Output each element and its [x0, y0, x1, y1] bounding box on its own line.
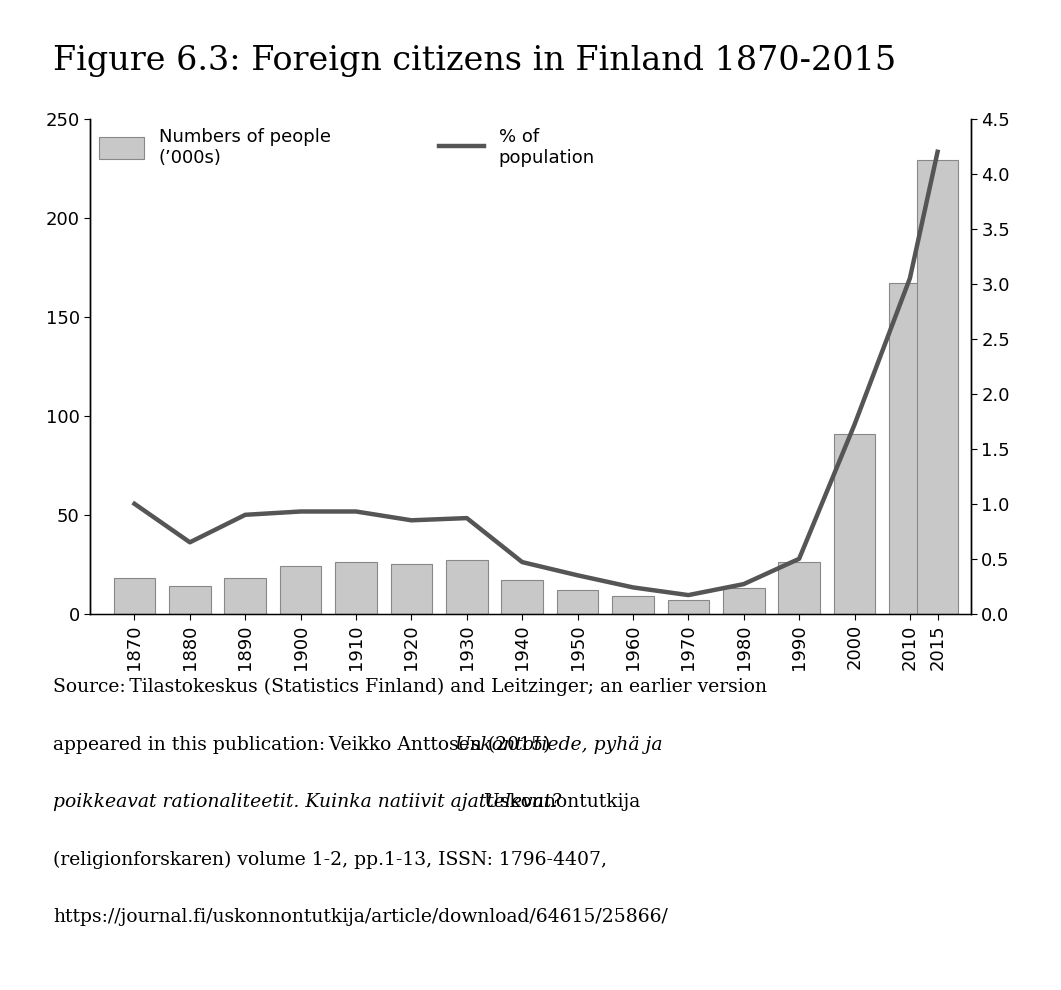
Bar	[667, 600, 709, 614]
Text: Uskonnontutkija: Uskonnontutkija	[477, 793, 640, 811]
Bar	[169, 586, 211, 614]
Bar	[834, 434, 875, 614]
Bar	[446, 560, 488, 614]
Text: (religionforskaren) volume 1-2, pp.1-13, ISSN: 1796-4407,: (religionforskaren) volume 1-2, pp.1-13,…	[53, 850, 607, 868]
Bar	[390, 564, 432, 614]
Text: Uskontotiede, pyhä ja: Uskontotiede, pyhä ja	[455, 736, 663, 753]
Bar	[612, 596, 654, 614]
Text: https://journal.fi/uskonnontutkija/article/download/64615/25866/: https://journal.fi/uskonnontutkija/artic…	[53, 908, 668, 926]
Bar	[280, 566, 321, 614]
Bar	[335, 562, 377, 614]
Text: appeared in this publication: Veikko Anttosen (2015): appeared in this publication: Veikko Ant…	[53, 736, 556, 753]
Bar	[557, 590, 598, 614]
Text: poikkeavat rationaliteetit. Kuinka natiivit ajattelevat?: poikkeavat rationaliteetit. Kuinka natii…	[53, 793, 561, 811]
Bar	[779, 562, 820, 614]
Bar	[889, 283, 930, 614]
Text: Figure 6.3: Foreign citizens in Finland 1870-2015: Figure 6.3: Foreign citizens in Finland …	[53, 45, 897, 76]
Text: Source: Tilastokeskus (Statistics Finland) and Leitzinger; an earlier version: Source: Tilastokeskus (Statistics Finlan…	[53, 678, 767, 696]
Bar	[502, 580, 543, 614]
Legend: Numbers of people
(’000s), % of
population: Numbers of people (’000s), % of populati…	[100, 128, 595, 166]
Bar	[225, 578, 266, 614]
Bar	[917, 160, 958, 614]
Bar	[723, 588, 765, 614]
Bar	[114, 578, 155, 614]
